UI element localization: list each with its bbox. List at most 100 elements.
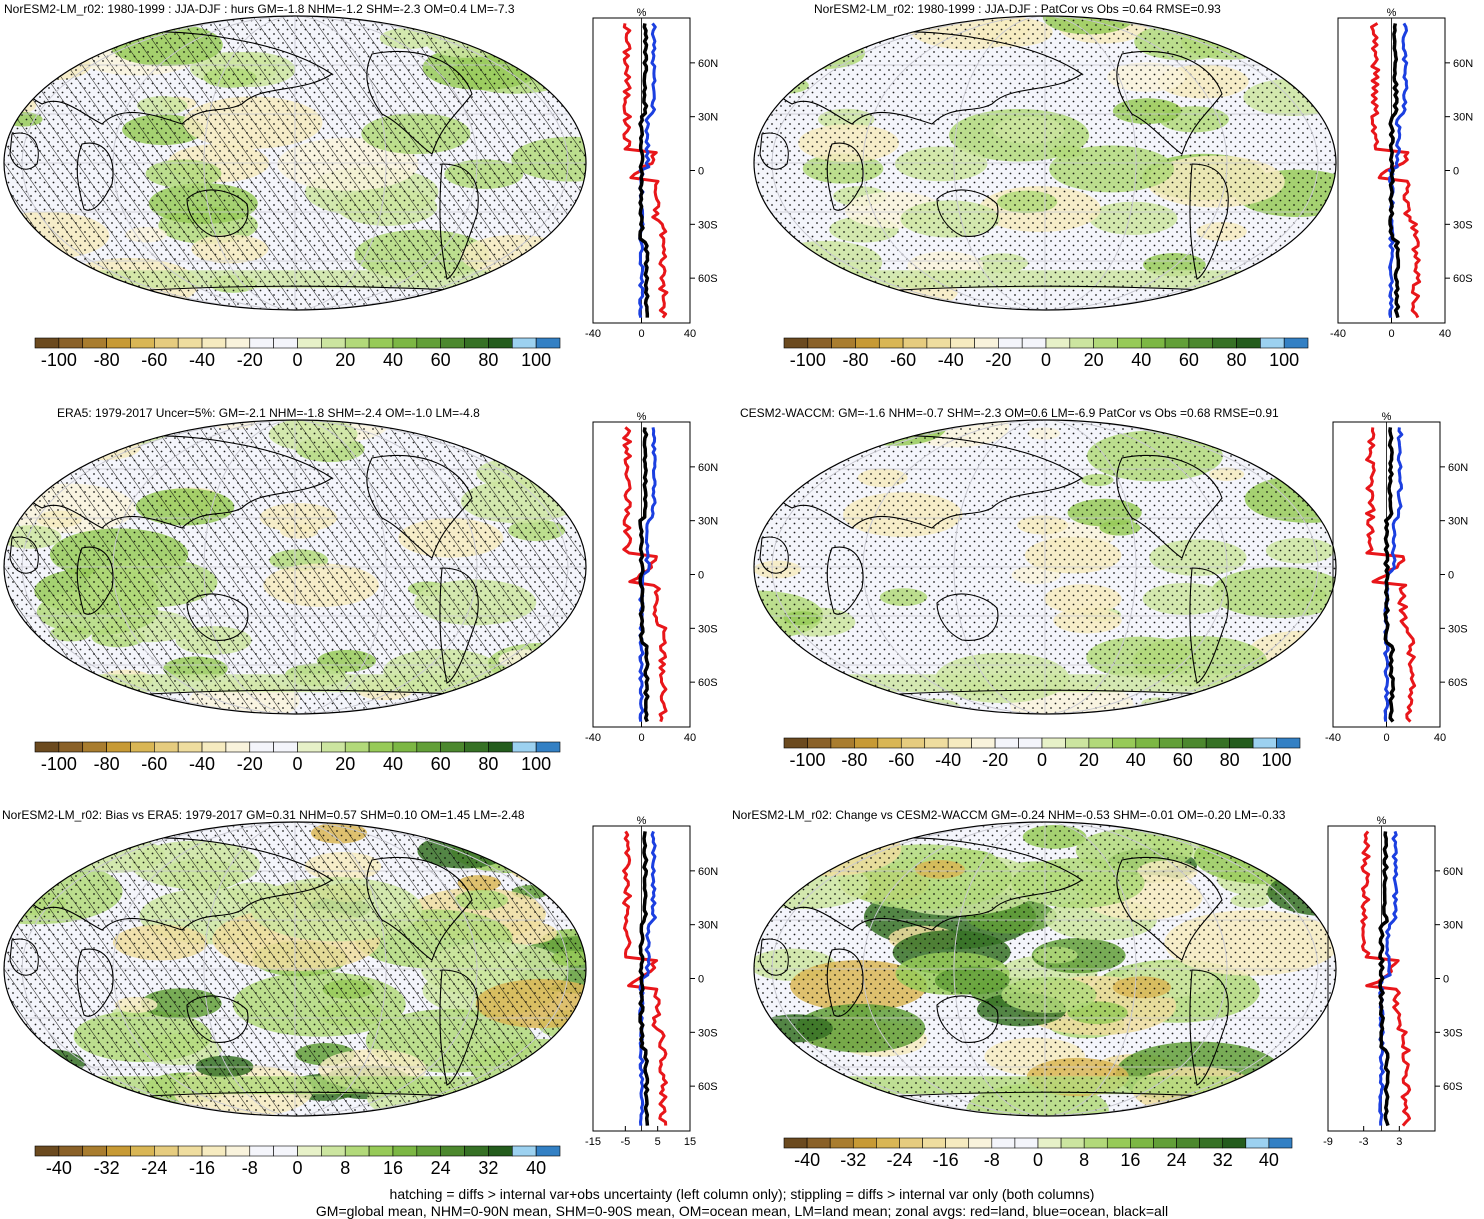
colorbar-tick-label: 100 [1269, 350, 1299, 371]
colorbar-swatch [1046, 338, 1070, 348]
latitude-tick-label: 60N [1448, 462, 1468, 474]
colorbar-tick-label: -8 [242, 1158, 258, 1179]
colorbar-tick-label: 100 [521, 350, 551, 371]
colorbar-swatch [465, 742, 489, 752]
colorbar-swatch [969, 1138, 992, 1148]
colorbar-swatch [1094, 338, 1118, 348]
latitude-tick-label: 60N [1453, 58, 1473, 70]
colorbar-tick-label: 60 [1173, 750, 1193, 771]
latitude-tick-label: 30N [1448, 516, 1468, 528]
colorbar-swatch [154, 1146, 178, 1156]
colorbar-tick-label: 80 [478, 350, 498, 371]
colorbar-swatch [1177, 1138, 1200, 1148]
colorbar-swatch [1277, 738, 1300, 748]
colorbar-swatch [35, 1146, 59, 1156]
colorbar-swatch [250, 742, 274, 752]
colorbar-swatch [512, 1146, 536, 1156]
zonal-x-tick-label: 0 [638, 732, 644, 744]
colorbar-swatch [202, 742, 226, 752]
latitude-tick-label: 30N [698, 112, 718, 124]
zonal-x-tick-label: 40 [1434, 732, 1446, 744]
colorbar-swatch [1260, 338, 1284, 348]
colorbar-swatch [488, 1146, 512, 1156]
colorbar-swatch [465, 338, 489, 348]
colorbar-swatch [948, 738, 971, 748]
latitude-tick-label: 60N [698, 462, 718, 474]
colorbar-swatch [154, 338, 178, 348]
colorbar-swatch [345, 338, 369, 348]
colorbar-tick-label: 80 [1227, 350, 1247, 371]
latitude-tick-label: 30N [1453, 112, 1473, 124]
colorbar-tick-label: -16 [933, 1150, 959, 1171]
colorbar-tick-label: 100 [1262, 750, 1292, 771]
latitude-tick-label: 30S [698, 623, 718, 635]
zonal-unit-label: % [1387, 7, 1397, 19]
colorbar-tick-label: 8 [340, 1158, 350, 1179]
colorbar-tick-label: -24 [886, 1150, 912, 1171]
latitude-tick-label: 0 [1448, 570, 1454, 582]
colorbar-swatch [854, 738, 877, 748]
colorbar-swatch [345, 742, 369, 752]
colorbar-swatch [1253, 738, 1276, 748]
zonal-x-tick-label: -40 [1330, 328, 1346, 340]
colorbar-tick-label: -80 [841, 750, 867, 771]
colorbar-swatch [1206, 738, 1229, 748]
colorbar-swatch [1183, 738, 1206, 748]
zonal-unit-label: % [637, 411, 647, 423]
colorbar-swatch [1015, 1138, 1038, 1148]
colorbar-swatch [417, 1146, 441, 1156]
colorbar-swatch [321, 338, 345, 348]
panel-4-map [752, 418, 1338, 716]
colorbar-swatch [1070, 338, 1094, 348]
colorbar-swatch [1141, 338, 1165, 348]
colorbar-tick-label: 60 [431, 350, 451, 371]
colorbar-swatch [946, 1138, 969, 1148]
colorbar-swatch [250, 338, 274, 348]
colorbar-swatch [298, 1146, 322, 1156]
panel-4-colorbar [784, 738, 1300, 750]
zonal-x-tick-label: 3 [1396, 1136, 1402, 1148]
colorbar-tick-label: 20 [1084, 350, 1104, 371]
zonal-x-tick-label: -9 [1323, 1136, 1333, 1148]
panel-3-map [2, 418, 588, 716]
colorbar-swatch [923, 1138, 946, 1148]
colorbar-tick-label: 20 [1079, 750, 1099, 771]
colorbar-tick-label: -60 [890, 350, 916, 371]
colorbar-swatch [178, 742, 202, 752]
colorbar-tick-label: 40 [526, 1158, 546, 1179]
colorbar-swatch [369, 1146, 393, 1156]
colorbar-tick-label: 24 [1167, 1150, 1187, 1171]
colorbar-swatch [250, 1146, 274, 1156]
colorbar-swatch [807, 738, 830, 748]
colorbar-tick-label: -40 [189, 350, 215, 371]
colorbar-tick-label: -40 [794, 1150, 820, 1171]
colorbar-swatch [784, 1138, 807, 1148]
colorbar-swatch [393, 1146, 417, 1156]
colorbar-swatch [321, 742, 345, 752]
colorbar-swatch [441, 742, 465, 752]
colorbar-tick-label: -24 [141, 1158, 167, 1179]
colorbar-tick-label: -100 [41, 754, 77, 775]
colorbar-tick-label: 20 [335, 754, 355, 775]
colorbar-swatch [784, 338, 808, 348]
colorbar-swatch [417, 742, 441, 752]
colorbar-swatch [1065, 738, 1088, 748]
colorbar-swatch [807, 1138, 830, 1148]
colorbar-swatch [1230, 738, 1253, 748]
latitude-tick-label: 30S [1443, 1027, 1463, 1039]
panel-6-map [752, 820, 1338, 1118]
colorbar-swatch [130, 338, 154, 348]
colorbar-swatch [876, 1138, 899, 1148]
colorbar-swatch [178, 1146, 202, 1156]
colorbar-swatch [130, 742, 154, 752]
colorbar-swatch [831, 738, 854, 748]
latitude-tick-label: 60N [698, 58, 718, 70]
colorbar-swatch [226, 1146, 250, 1156]
colorbar-tick-label: 16 [1120, 1150, 1140, 1171]
colorbar-swatch [369, 338, 393, 348]
zonal-unit-label: % [637, 815, 647, 827]
colorbar-swatch [879, 338, 903, 348]
colorbar-swatch [59, 338, 83, 348]
